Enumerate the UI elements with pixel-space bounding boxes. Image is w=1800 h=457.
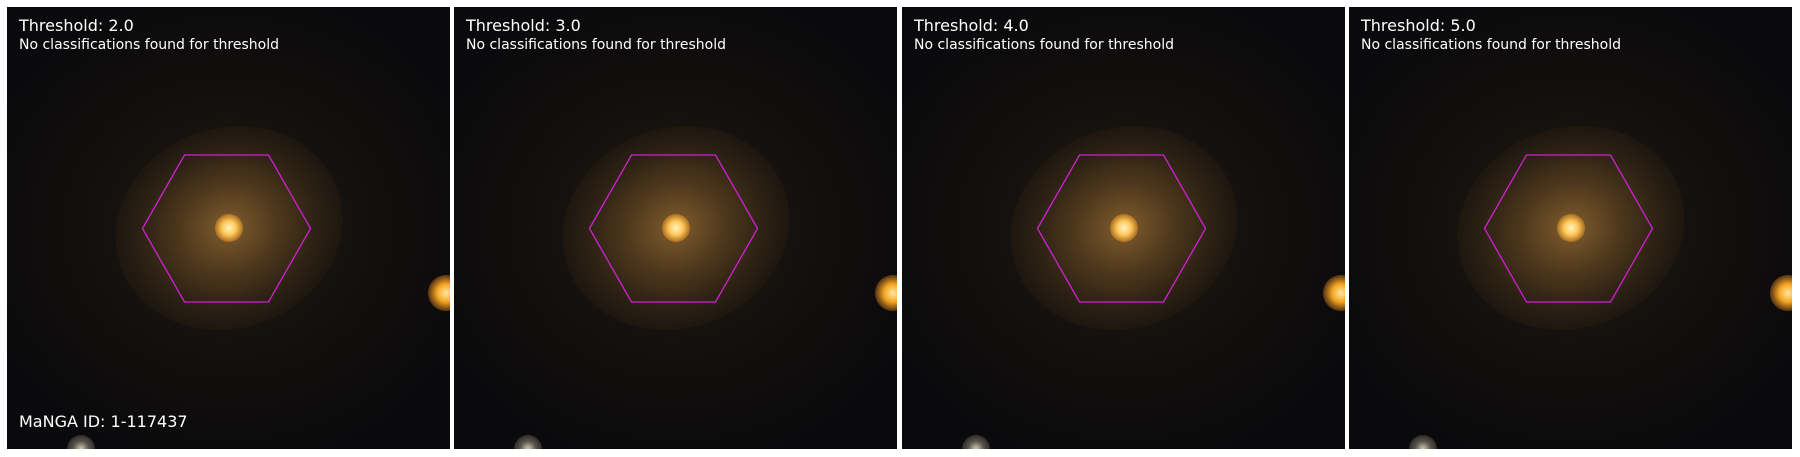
panel-title: Threshold: 5.0 bbox=[1361, 16, 1476, 35]
threshold-panel-1: Threshold: 2.0 No classifications found … bbox=[7, 7, 450, 449]
panel-message: No classifications found for threshold bbox=[914, 37, 1174, 53]
field-star bbox=[67, 435, 95, 449]
ifu-hexagon-aperture bbox=[1483, 154, 1654, 303]
field-star bbox=[1323, 275, 1345, 311]
panel-message: No classifications found for threshold bbox=[466, 37, 726, 53]
field-star bbox=[1409, 435, 1437, 449]
threshold-panels: Threshold: 2.0 No classifications found … bbox=[7, 7, 1792, 449]
ifu-hexagon-aperture bbox=[141, 154, 312, 303]
panel-title: Threshold: 2.0 bbox=[19, 16, 134, 35]
field-star bbox=[428, 275, 450, 311]
galaxy-core bbox=[1556, 214, 1585, 242]
panel-title: Threshold: 4.0 bbox=[914, 16, 1029, 35]
galaxy-core bbox=[214, 214, 243, 242]
field-star bbox=[514, 435, 542, 449]
galaxy-core bbox=[1109, 214, 1138, 242]
panel-message: No classifications found for threshold bbox=[19, 37, 279, 53]
ifu-hexagon-aperture bbox=[1036, 154, 1207, 303]
threshold-panel-2: Threshold: 3.0 No classifications found … bbox=[454, 7, 897, 449]
manga-id-label: MaNGA ID: 1-117437 bbox=[19, 412, 188, 431]
panel-message: No classifications found for threshold bbox=[1361, 37, 1621, 53]
field-star bbox=[962, 435, 990, 449]
threshold-panel-3: Threshold: 4.0 No classifications found … bbox=[902, 7, 1345, 449]
panel-title: Threshold: 3.0 bbox=[466, 16, 581, 35]
galaxy-core bbox=[661, 214, 690, 242]
threshold-panel-4: Threshold: 5.0 No classifications found … bbox=[1349, 7, 1792, 449]
field-star bbox=[875, 275, 897, 311]
ifu-hexagon-aperture bbox=[588, 154, 759, 303]
field-star bbox=[1770, 275, 1792, 311]
